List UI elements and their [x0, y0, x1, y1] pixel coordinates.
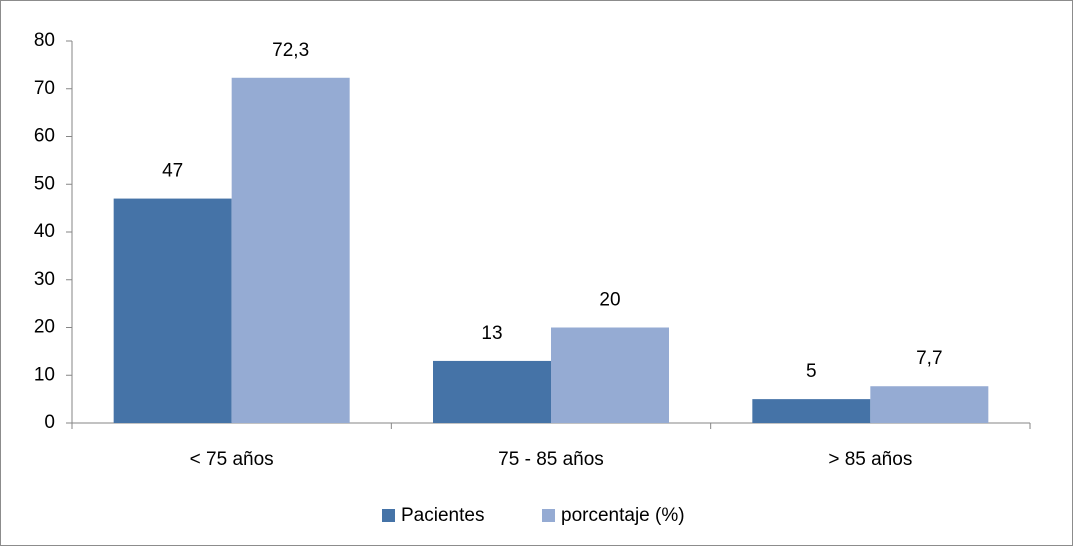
x-tick-label: 75 - 85 años [498, 449, 604, 470]
x-tick-label: > 85 años [828, 449, 912, 470]
y-tick-label: 60 [34, 126, 55, 147]
value-label: 47 [162, 161, 183, 182]
value-label: 7,7 [916, 348, 942, 369]
value-label: 5 [806, 361, 817, 382]
value-label: 20 [599, 290, 620, 311]
y-tick-label: 10 [34, 364, 55, 385]
legend-label: Pacientes [401, 505, 484, 526]
y-tick-label: 0 [44, 412, 55, 433]
x-tick-label: < 75 años [190, 449, 274, 470]
bar [433, 360, 551, 423]
bar [870, 386, 989, 423]
legend-swatch [382, 509, 395, 522]
value-label: 13 [481, 323, 502, 344]
y-tick-label: 70 [34, 78, 55, 99]
bar [752, 399, 871, 423]
y-tick-label: 40 [34, 221, 55, 242]
bar [113, 198, 232, 423]
y-tick-label: 80 [34, 30, 55, 51]
y-tick-label: 30 [34, 269, 55, 290]
bar [231, 77, 350, 423]
y-tick-label: 20 [34, 317, 55, 338]
legend-swatch [542, 509, 555, 522]
y-tick-label: 50 [34, 173, 55, 194]
legend-label: porcentaje (%) [561, 505, 685, 526]
bar [551, 327, 669, 423]
value-label: 72,3 [272, 40, 309, 61]
